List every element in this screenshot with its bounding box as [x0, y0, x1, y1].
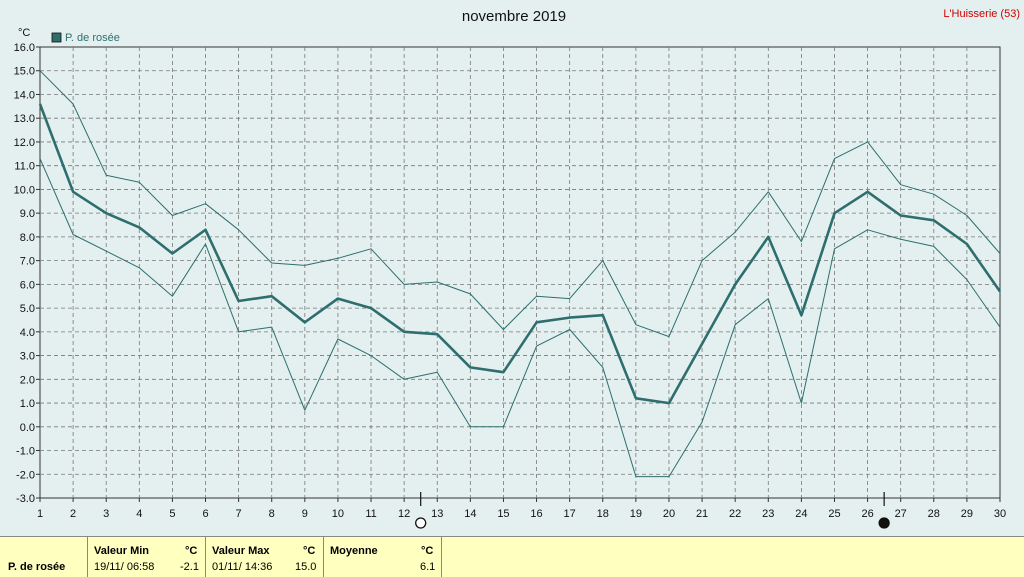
x-tick-label: 14 [464, 508, 476, 520]
y-tick-label: 2.0 [20, 374, 35, 386]
avg-label: Moyenne [330, 545, 378, 557]
divider [205, 537, 206, 577]
y-tick-label: 3.0 [20, 351, 35, 363]
stats-row-label-cell: P. de rosée [0, 537, 87, 577]
min-label: Valeur Min [94, 545, 150, 557]
stats-row-label: P. de rosée [8, 561, 66, 573]
x-tick-label: 17 [564, 508, 576, 520]
legend-label: P. de rosée [65, 32, 120, 44]
y-tick-label: 7.0 [20, 256, 35, 268]
x-tick-label: 1 [37, 508, 43, 520]
full-moon-icon [415, 517, 427, 529]
x-tick-label: 23 [762, 508, 774, 520]
x-tick-label: 19 [630, 508, 642, 520]
min-cell: Valeur Min °C 19/11/ 06:58 -2.1 [88, 537, 205, 577]
y-tick-label: 16.0 [14, 42, 35, 54]
y-tick-label: 10.0 [14, 184, 35, 196]
dew-point-chart: novembre 2019 L'Huisserie (53) °C P. de … [14, 8, 1020, 529]
y-tick-label: 11.0 [14, 161, 35, 173]
y-tick-label: 8.0 [20, 232, 35, 244]
station-name: L'Huisserie (53) [943, 8, 1020, 20]
x-tick-label: 26 [861, 508, 873, 520]
series-line-mean [38, 103, 1002, 405]
avg-unit: °C [421, 545, 434, 557]
x-tick-label: 20 [663, 508, 675, 520]
x-tick-label: 2 [70, 508, 76, 520]
x-tick-label: 16 [530, 508, 542, 520]
divider [323, 537, 324, 577]
plot-area [39, 46, 1001, 499]
x-tick-label: 7 [236, 508, 242, 520]
min-value: -2.1 [180, 561, 199, 573]
x-tick-label: 30 [994, 508, 1006, 520]
x-tick-label: 27 [895, 508, 907, 520]
min-datetime: 19/11/ 06:58 [94, 561, 155, 573]
legend-swatch [51, 32, 62, 43]
x-tick-label: 3 [103, 508, 109, 520]
x-tick-label: 5 [169, 508, 175, 520]
divider [87, 537, 88, 577]
x-tick-label: 8 [269, 508, 275, 520]
x-tick-label: 15 [497, 508, 509, 520]
new-moon-icon [878, 517, 890, 529]
y-tick-label: -1.0 [16, 446, 35, 458]
y-tick-label: 5.0 [20, 303, 35, 315]
x-tick-label: 28 [928, 508, 940, 520]
x-tick-label: 12 [398, 508, 410, 520]
max-datetime: 01/11/ 14:36 [212, 561, 273, 573]
stats-panel: P. de rosée Valeur Min °C 19/11/ 06:58 -… [0, 536, 1024, 577]
max-label: Valeur Max [212, 545, 270, 557]
x-tick-label: 4 [136, 508, 142, 520]
x-tick-label: 21 [696, 508, 708, 520]
x-tick-label: 24 [795, 508, 807, 520]
max-value: 15.0 [295, 561, 317, 573]
y-tick-label: 14.0 [14, 89, 35, 101]
x-tick-label: 9 [302, 508, 308, 520]
avg-value: 6.1 [420, 561, 436, 573]
y-tick-label: -3.0 [16, 493, 35, 505]
y-tick-label: 4.0 [20, 327, 35, 339]
avg-cell: Moyenne °C 6.1 [324, 537, 441, 577]
chart-title: novembre 2019 [462, 8, 566, 25]
x-tick-label: 11 [365, 508, 376, 520]
x-tick-label: 22 [729, 508, 741, 520]
y-tick-label: 1.0 [20, 398, 35, 410]
y-tick-label: 12.0 [14, 137, 35, 149]
grid [40, 47, 1000, 498]
y-axis: -3.0 -2.0 -1.0 0.0 1.0 2.0 3.0 4.0 5.0 6.0 7.0 8.0 9… [14, 42, 40, 505]
y-tick-label: 0.0 [20, 422, 35, 434]
y-tick-label: -2.0 [16, 469, 35, 481]
y-tick-label: 6.0 [20, 279, 35, 291]
series-line-max [39, 70, 1001, 338]
x-tick-label: 25 [828, 508, 840, 520]
y-tick-label: 9.0 [20, 208, 35, 220]
x-tick-label: 29 [961, 508, 973, 520]
series-lines [38, 70, 1002, 478]
divider [441, 537, 442, 577]
x-tick-label: 18 [597, 508, 609, 520]
x-tick-label: 13 [431, 508, 443, 520]
x-axis: 1 2 3 4 5 6 7 8 9 10 11 12 13 14 15 16 17 18 19 20 21 22 23 24 2… [37, 498, 1006, 520]
max-unit: °C [303, 545, 316, 557]
min-unit: °C [185, 545, 198, 557]
series-line-min [39, 158, 1001, 478]
y-unit-label: °C [18, 27, 30, 39]
moon-phases [415, 492, 890, 529]
y-tick-label: 15.0 [14, 66, 35, 78]
y-tick-label: 13.0 [14, 113, 35, 125]
max-cell: Valeur Max °C 01/11/ 14:36 15.0 [206, 537, 323, 577]
x-tick-label: 10 [332, 508, 344, 520]
x-tick-label: 6 [202, 508, 208, 520]
